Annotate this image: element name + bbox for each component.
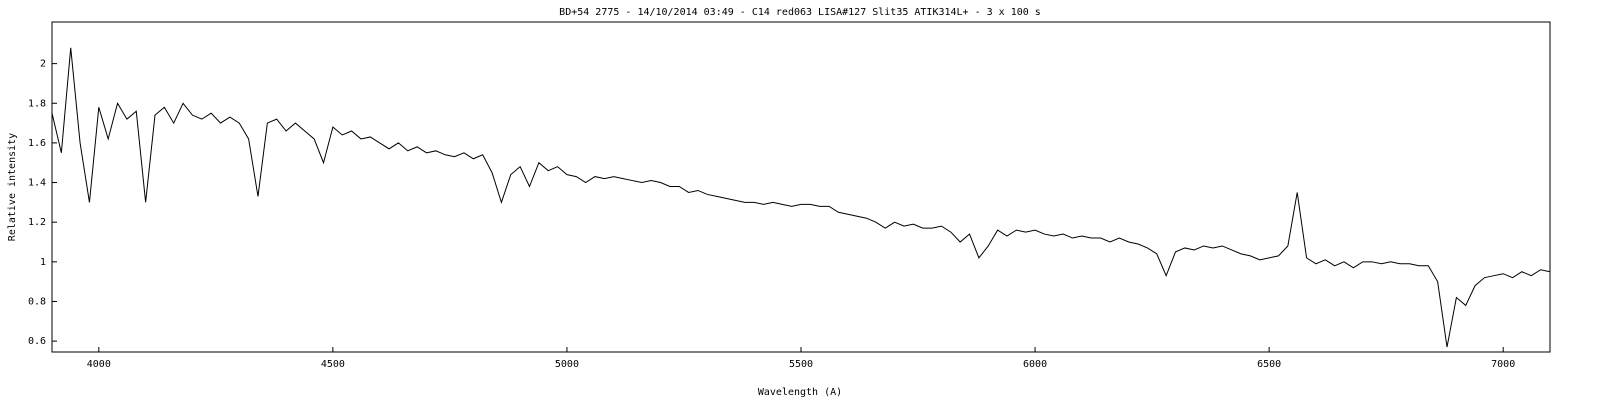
x-axis-label: Wavelength (A) xyxy=(758,387,842,398)
x-tick-label: 7000 xyxy=(1491,359,1515,370)
x-tick-label: 4000 xyxy=(87,359,111,370)
chart-title: BD+54 2775 - 14/10/2014 03:49 - C14 red0… xyxy=(559,7,1041,18)
x-tick-label: 4500 xyxy=(321,359,345,370)
y-tick-label: 1.2 xyxy=(28,217,46,228)
y-tick-label: 1.8 xyxy=(28,98,46,109)
spectrum-line xyxy=(51,47,1551,348)
x-tick-label: 5500 xyxy=(789,359,813,370)
y-tick-label: 0.6 xyxy=(28,336,46,347)
y-tick-label: 1.4 xyxy=(28,178,46,189)
y-tick-label: 0.8 xyxy=(28,296,46,307)
x-tick-label: 5000 xyxy=(555,359,579,370)
y-tick-label: 1.6 xyxy=(28,138,46,149)
y-tick-label: 2 xyxy=(40,59,46,70)
x-tick-label: 6000 xyxy=(1023,359,1047,370)
y-axis-label: Relative intensity xyxy=(7,133,18,241)
y-tick-label: 1 xyxy=(40,257,46,268)
x-tick-label: 6500 xyxy=(1257,359,1281,370)
